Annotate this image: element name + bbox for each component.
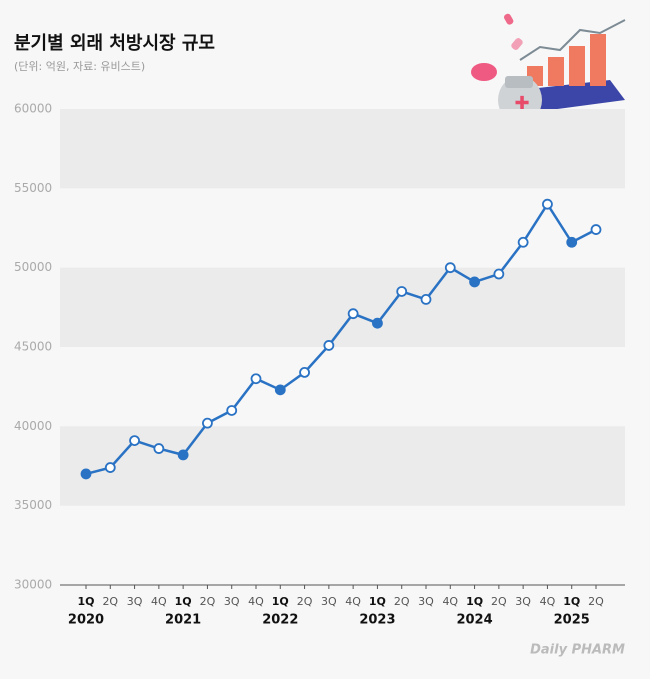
x-tick-label: 4Q	[442, 595, 458, 608]
point	[104, 462, 116, 473]
year-label: 2022	[262, 613, 298, 628]
y-tick-label: 40000	[14, 419, 52, 433]
x-tick-label: 4Q	[540, 595, 556, 608]
x-tick-label: 4Q	[151, 595, 167, 608]
y-tick-label: 35000	[14, 498, 52, 512]
point	[323, 340, 335, 351]
chart-subtitle: (단위: 억원, 자료: 유비스트)	[14, 60, 145, 73]
point	[274, 384, 286, 396]
x-tick-label: 3Q	[418, 595, 434, 608]
point	[444, 262, 456, 274]
x-tick-label: 3Q	[127, 595, 143, 608]
logo: Daily PHARM	[530, 643, 625, 658]
point	[202, 417, 213, 429]
point	[590, 224, 602, 235]
x-tick-label: 2Q	[588, 595, 604, 608]
y-tick-label: 55000	[14, 181, 52, 195]
x-tick-label: 2Q	[297, 595, 313, 608]
grid-band	[60, 109, 625, 189]
point	[129, 435, 140, 447]
point	[153, 443, 165, 454]
point	[420, 293, 432, 305]
x-tick-label: 2Q	[200, 595, 216, 608]
point	[372, 317, 383, 329]
x-tick-label: 4Q	[345, 595, 361, 608]
point	[299, 366, 310, 378]
x-tick-label: 3Q	[321, 595, 337, 608]
x-tick-label: 1Q	[77, 595, 94, 608]
year-label: 2023	[359, 613, 395, 628]
x-tick-label: 1Q	[466, 595, 483, 608]
y-tick-label: 60000	[14, 102, 52, 116]
y-tick-label: 50000	[14, 260, 52, 274]
year-label: 2025	[554, 613, 590, 628]
point	[177, 449, 189, 461]
illustration: ✚	[471, 13, 626, 124]
x-tick-label: 2Q	[394, 595, 410, 608]
point	[250, 373, 262, 385]
x-tick-label: 2Q	[102, 595, 118, 608]
x-tick-label: 1Q	[272, 595, 289, 608]
x-tick-label: 1Q	[175, 595, 192, 608]
point	[347, 308, 359, 320]
point	[396, 286, 408, 297]
y-tick-label: 45000	[14, 340, 52, 354]
svg-text:✚: ✚	[514, 93, 529, 114]
chart-title: 분기별 외래 처방시장 규모	[14, 33, 215, 54]
grid-band	[60, 426, 625, 506]
x-tick-label: 3Q	[224, 595, 240, 608]
line	[85, 201, 597, 476]
year-label: 2021	[165, 613, 201, 628]
point	[517, 236, 529, 248]
grid-band	[60, 267, 625, 347]
point	[80, 468, 92, 480]
point	[469, 276, 480, 288]
point	[542, 198, 553, 210]
year-label: 2020	[68, 613, 104, 628]
point	[493, 268, 505, 280]
year-label: 2024	[456, 613, 492, 628]
x-tick-label: 1Q	[563, 595, 580, 608]
x-tick-label: 3Q	[515, 595, 531, 608]
x-tick-label: 4Q	[248, 595, 264, 608]
point	[226, 405, 238, 416]
y-tick-label: 30000	[14, 578, 52, 592]
point	[566, 236, 578, 248]
x-tick-label: 2Q	[491, 595, 507, 608]
x-tick-label: 1Q	[369, 595, 386, 608]
